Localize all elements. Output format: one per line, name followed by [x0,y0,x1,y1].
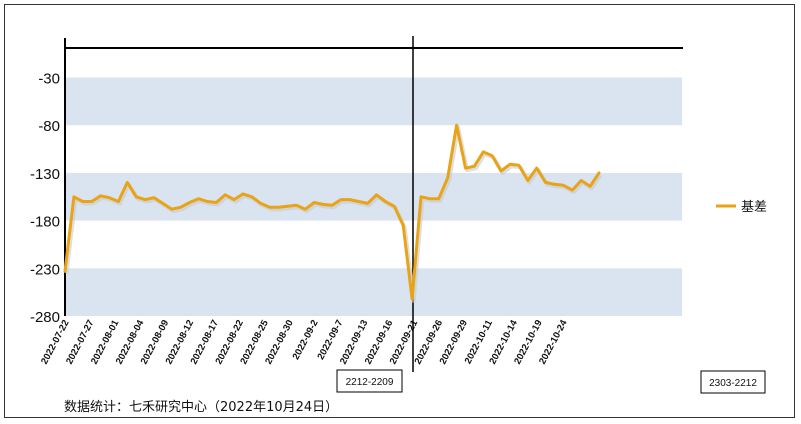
data-point [197,197,200,200]
data-point [571,189,574,192]
data-point [170,208,173,211]
data-point [161,202,164,205]
y-tick-label: -230 [30,261,60,278]
data-point [81,200,84,203]
data-point [402,224,405,227]
data-point [250,195,253,198]
data-point [90,200,93,203]
data-point [188,201,191,204]
data-point [331,204,333,207]
data-point [153,196,155,199]
band-0 [65,77,682,126]
data-point [99,194,102,197]
contract-label: 2303-2212 [709,378,757,389]
data-point [473,165,476,168]
band-2 [65,268,682,316]
data-point [72,195,75,198]
data-point [428,197,431,200]
data-point [339,198,342,201]
contract-label-box: 2303-2212 [700,370,766,394]
data-point [224,193,227,196]
data-point [215,201,218,204]
data-point [526,179,529,182]
data-point [598,171,600,174]
data-point [544,181,547,184]
data-point [446,176,449,179]
data-point [562,184,565,187]
data-point [144,198,147,201]
chart-frame [4,4,795,418]
split-label: 2212-2209 [346,377,394,388]
data-point [179,206,182,209]
data-point [393,205,396,208]
split-label-box: 2212-2209 [336,369,403,393]
data-point [411,297,414,300]
background-bands [65,77,682,316]
data-point [491,154,494,157]
data-point [580,179,583,182]
data-point [437,197,440,200]
y-tick-label: -180 [30,214,60,231]
data-point [348,198,351,201]
data-point [366,202,369,205]
data-point [509,163,511,166]
data-point [286,205,289,208]
data-point [108,196,111,199]
data-point [553,183,556,186]
data-point [357,200,360,203]
y-tick-label: -80 [38,118,60,135]
legend: 基差 [716,200,767,215]
data-point [535,167,538,170]
y-tick-label: -280 [30,309,60,326]
data-point [313,201,316,204]
data-point [126,181,129,184]
series-layer [63,123,603,303]
data-point [500,170,503,172]
data-point [206,200,209,203]
data-point [464,167,467,170]
data-point [482,150,485,153]
data-point [135,195,138,198]
data-point [117,200,120,203]
y-tick-label: -30 [38,71,60,88]
data-point [322,203,325,206]
data-point [295,204,298,207]
data-point [304,208,307,211]
x-axis-ticks: 2022-07-222022-07-272022-08-012022-08-04… [39,318,570,367]
y-axis-ticks: -30 -80 -130 -180 -230 -280 [30,71,60,327]
data-point [259,202,262,205]
data-point [375,193,378,196]
data-point [384,200,387,203]
legend-label-basis: 基差 [741,200,767,215]
data-point [420,195,422,198]
data-point [233,198,236,201]
data-point [277,206,280,209]
y-tick-label: -130 [30,166,60,183]
data-point [64,270,66,273]
data-point [517,164,520,167]
data-point [589,185,592,188]
data-point [242,192,244,195]
data-point [268,206,271,209]
data-source-footer: 数据统计：七禾研究中心（2022年10月24日） [64,400,339,415]
data-point [455,124,458,127]
